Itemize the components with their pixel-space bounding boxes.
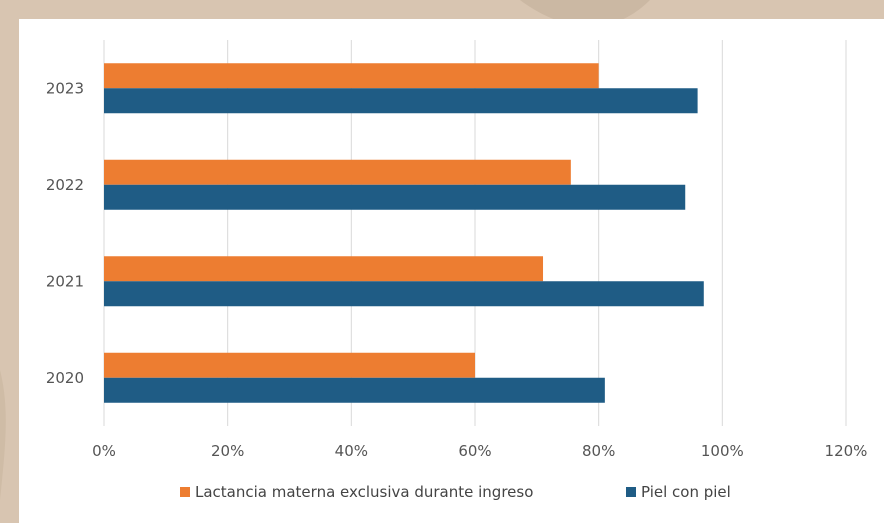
- bar-piel-con-piel-2023: [104, 88, 698, 114]
- bar-piel-con-piel-2021: [104, 281, 704, 307]
- x-tick-label: 40%: [335, 442, 368, 460]
- bar-lactancia-2023: [104, 63, 599, 89]
- x-tick-label: 100%: [701, 442, 744, 460]
- legend-swatch-piel-con-piel: [626, 487, 636, 497]
- bar-lactancia-2020: [104, 352, 475, 378]
- bars: [104, 63, 704, 403]
- bar-piel-con-piel-2022: [104, 184, 686, 210]
- x-axis-ticks: 0% 20% 40% 60% 80% 100% 120%: [92, 442, 867, 460]
- bar-lactancia-2021: [104, 256, 544, 282]
- legend-label: Piel con piel: [641, 483, 731, 501]
- legend-swatch-lactancia: [180, 487, 190, 497]
- x-tick-label: 60%: [458, 442, 491, 460]
- y-axis-ticks: 2023 2022 2021 2020: [46, 79, 84, 387]
- bar-lactancia-2022: [104, 159, 571, 185]
- bar-piel-con-piel-2020: [104, 377, 605, 403]
- x-tick-label: 120%: [825, 442, 868, 460]
- y-tick-label: 2023: [46, 79, 84, 97]
- y-tick-label: 2022: [46, 176, 84, 194]
- y-tick-label: 2021: [46, 272, 84, 290]
- x-tick-label: 0%: [92, 442, 116, 460]
- legend: Lactancia materna exclusiva durante ingr…: [180, 483, 731, 501]
- x-tick-label: 20%: [211, 442, 244, 460]
- legend-label: Lactancia materna exclusiva durante ingr…: [195, 483, 533, 501]
- x-tick-label: 80%: [582, 442, 615, 460]
- y-tick-label: 2020: [46, 369, 84, 387]
